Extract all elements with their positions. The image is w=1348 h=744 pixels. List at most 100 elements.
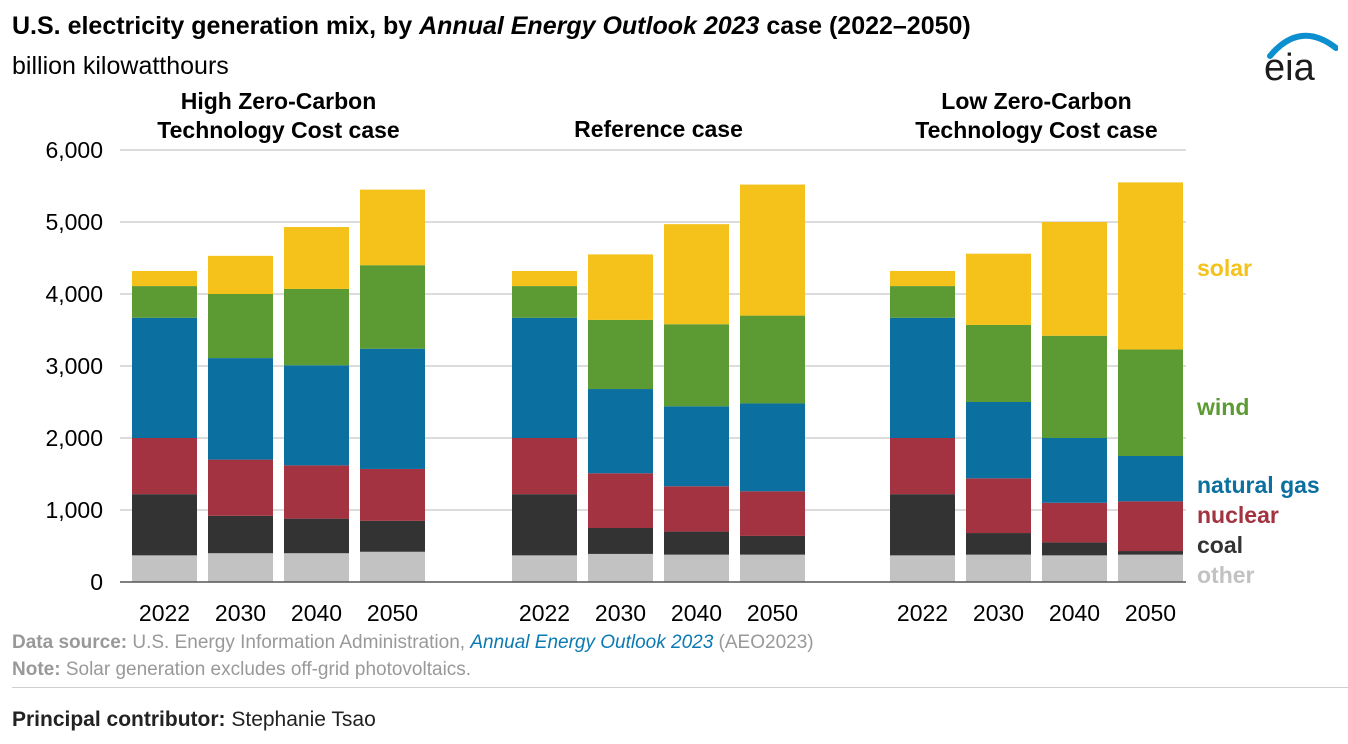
bar-segment-solar: [512, 270, 577, 287]
bar-segment-nuclear: [1042, 502, 1107, 543]
bar-segment-other: [1042, 555, 1107, 582]
bar-segment-wind: [1118, 349, 1183, 456]
bar-segment-nuclear: [588, 473, 653, 528]
y-tick-label: 5,000: [45, 209, 103, 235]
source-label: Data source:: [12, 632, 128, 653]
bar-segment-coal: [664, 531, 729, 555]
legend-label-solar: solar: [1197, 255, 1252, 281]
group-header-line: Technology Cost case: [157, 117, 399, 143]
bar-segment-solar: [1118, 182, 1183, 350]
bar-segment-wind: [360, 265, 425, 349]
group-header-line: Low Zero-Carbon: [941, 88, 1131, 114]
title-prefix: U.S. electricity generation mix, by: [12, 12, 420, 40]
eia-logo: eia: [1264, 32, 1338, 86]
bar-segment-natural-gas: [966, 402, 1031, 479]
y-tick-label: 0: [90, 569, 103, 595]
bar-segment-nuclear: [132, 438, 197, 495]
bar-segment-coal: [132, 494, 197, 556]
bar-segment-solar: [208, 255, 273, 294]
bar-segment-natural-gas: [664, 406, 729, 487]
chart-subtitle: billion kilowatthours: [12, 52, 229, 80]
legend-label-other: other: [1197, 562, 1255, 588]
x-tick-label: 2022: [139, 600, 190, 626]
y-tick-label: 4,000: [45, 281, 103, 307]
bar-segment-solar: [1042, 222, 1107, 336]
y-tick-label: 3,000: [45, 353, 103, 379]
bar-segment-other: [1118, 554, 1183, 582]
x-tick-label: 2022: [897, 600, 948, 626]
x-tick-label: 2040: [671, 600, 722, 626]
bar-segment-natural-gas: [512, 317, 577, 438]
bar-segment-natural-gas: [740, 403, 805, 492]
bar-segment-nuclear: [360, 468, 425, 521]
bar-segment-solar: [588, 254, 653, 320]
contributor-label: Principal contributor:: [12, 708, 226, 731]
group-header-line: High Zero-Carbon: [181, 88, 377, 114]
bar-segment-coal: [512, 494, 577, 556]
bar-segment-coal: [740, 535, 805, 555]
bar-segment-solar: [132, 270, 197, 287]
x-tick-label: 2040: [291, 600, 342, 626]
bar-segment-natural-gas: [1118, 456, 1183, 502]
bar-segment-natural-gas: [132, 317, 197, 438]
bar-segment-coal: [588, 528, 653, 554]
y-tick-label: 6,000: [45, 137, 103, 163]
logo-text: eia: [1264, 47, 1316, 86]
bar-segment-solar: [966, 253, 1031, 325]
bar-segment-wind: [588, 319, 653, 390]
x-tick-label: 2030: [595, 600, 646, 626]
bar-segment-coal: [208, 515, 273, 554]
y-tick-label: 1,000: [45, 497, 103, 523]
x-tick-label: 2022: [519, 600, 570, 626]
bar-segment-wind: [664, 324, 729, 407]
bar-segment-natural-gas: [284, 365, 349, 466]
bar-segment-wind: [208, 294, 273, 359]
data-source: Data source: U.S. Energy Information Adm…: [12, 632, 814, 654]
bar-segment-natural-gas: [890, 317, 955, 438]
note-text: Solar generation excludes off-grid photo…: [60, 659, 472, 680]
group-header-line: Technology Cost case: [915, 117, 1157, 143]
x-tick-label: 2030: [973, 600, 1024, 626]
bar-segment-nuclear: [966, 478, 1031, 534]
legend-label-nuclear: nuclear: [1197, 502, 1279, 528]
bar-segment-other: [284, 553, 349, 582]
bar-segment-other: [740, 554, 805, 582]
bar-segment-wind: [132, 286, 197, 318]
x-tick-label: 2050: [1125, 600, 1176, 626]
bar-segment-coal: [1118, 551, 1183, 555]
y-tick-label: 2,000: [45, 425, 103, 451]
note: Note: Solar generation excludes off-grid…: [12, 659, 471, 681]
bar-segment-coal: [966, 533, 1031, 555]
bar-segment-coal: [360, 520, 425, 552]
note-label: Note:: [12, 659, 61, 680]
bar-segment-wind: [512, 286, 577, 318]
legend-label-natural-gas: natural gas: [1197, 472, 1320, 498]
bar-segment-other: [588, 553, 653, 582]
bar-segment-other: [512, 555, 577, 582]
x-tick-label: 2040: [1049, 600, 1100, 626]
bar-segment-other: [966, 554, 1031, 582]
legend-label-wind: wind: [1196, 394, 1249, 420]
bar-segment-coal: [1042, 542, 1107, 556]
bar-segment-other: [132, 555, 197, 582]
bar-segment-other: [360, 551, 425, 582]
bar-segment-nuclear: [208, 459, 273, 516]
bar-segment-nuclear: [740, 491, 805, 536]
source-link[interactable]: Annual Energy Outlook 2023: [470, 632, 714, 653]
source-suffix: (AEO2023): [713, 632, 814, 653]
bar-segment-wind: [966, 324, 1031, 402]
x-tick-label: 2050: [367, 600, 418, 626]
bar-segment-natural-gas: [360, 348, 425, 469]
bar-segment-solar: [664, 224, 729, 325]
bar-segment-natural-gas: [1042, 438, 1107, 503]
bar-segment-nuclear: [284, 465, 349, 519]
group-header-line: Reference case: [574, 116, 743, 142]
bar-segment-solar: [284, 227, 349, 289]
bar-segment-wind: [740, 315, 805, 404]
bar-segment-solar: [360, 189, 425, 266]
bar-segment-wind: [284, 288, 349, 366]
contributor-name: Stephanie Tsao: [225, 708, 376, 731]
bar-segment-nuclear: [664, 486, 729, 532]
legend-label-coal: coal: [1197, 532, 1243, 558]
bar-segment-other: [890, 555, 955, 582]
